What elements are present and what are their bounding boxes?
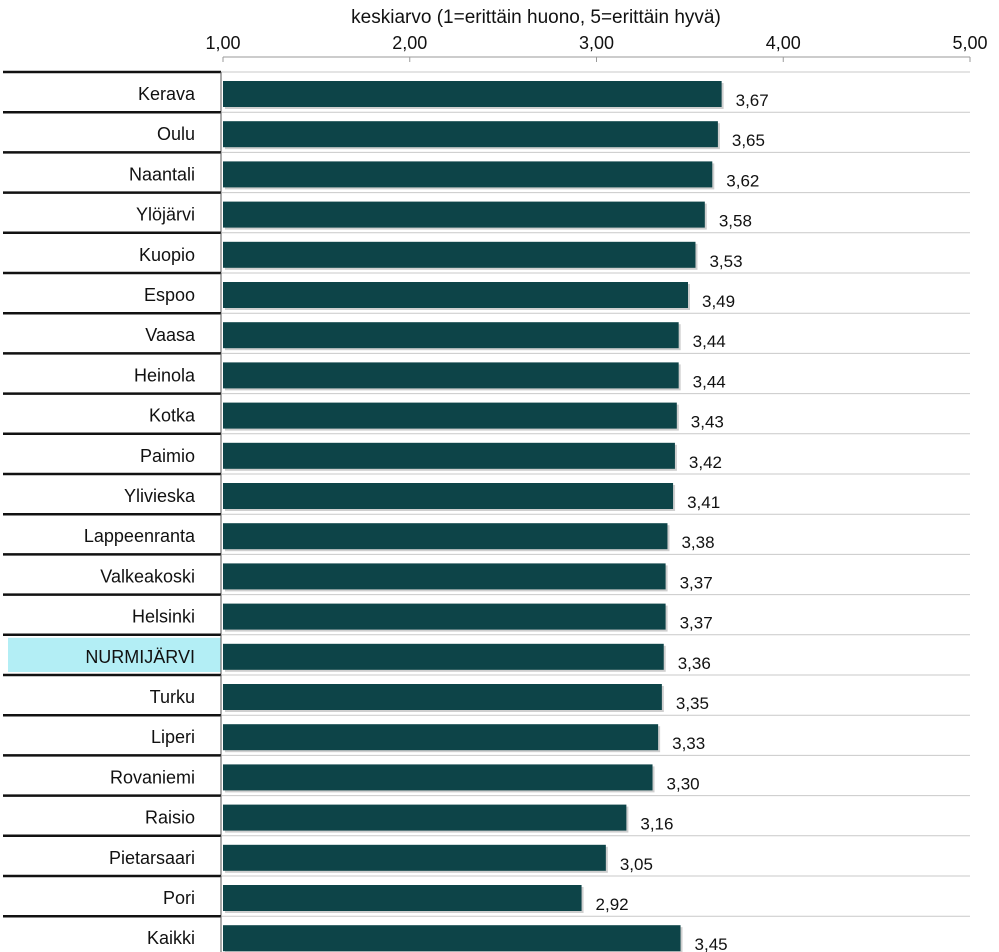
category-label: Kotka: [149, 406, 196, 426]
data-label: 3,38: [681, 533, 714, 552]
category-label: Vaasa: [145, 325, 196, 345]
bar: [223, 442, 675, 469]
bar: [223, 362, 679, 389]
category-label: Espoo: [144, 285, 195, 305]
bar: [223, 81, 722, 107]
data-label: 3,65: [732, 131, 765, 150]
data-label: 3,42: [689, 453, 722, 472]
data-label: 3,58: [719, 212, 752, 231]
bar: [223, 483, 674, 509]
bar: [223, 322, 679, 349]
bar: [223, 724, 659, 751]
category-label: Heinola: [134, 365, 196, 385]
data-label: 3,67: [736, 91, 769, 110]
category-label: Ylivieska: [124, 486, 196, 506]
category-label: NURMIJÄRVI: [85, 647, 195, 667]
bar: [223, 684, 662, 710]
bar: [223, 764, 653, 791]
bar: [223, 241, 696, 268]
data-label: 3,35: [676, 694, 709, 713]
data-label: 3,45: [695, 935, 728, 952]
category-label: Kerava: [138, 84, 196, 104]
bar: [223, 643, 664, 670]
data-label: 3,44: [693, 372, 726, 391]
category-label: Pori: [163, 888, 195, 908]
category-label: Paimio: [140, 446, 195, 466]
category-label: Kuopio: [139, 245, 195, 265]
bar: [223, 885, 582, 911]
x-axis-title: keskiarvo (1=erittäin huono, 5=erittäin …: [351, 7, 721, 28]
x-tick-label: 4,00: [766, 33, 801, 53]
x-tick-label: 1,00: [205, 33, 240, 53]
bar: [223, 804, 627, 831]
data-label: 3,49: [702, 292, 735, 311]
category-label: Liperi: [151, 727, 195, 747]
data-label: 3,44: [693, 332, 726, 351]
bar: [223, 563, 666, 590]
bar: [223, 201, 705, 228]
data-label: 3,33: [672, 734, 705, 753]
category-label: Helsinki: [132, 607, 195, 627]
bar: [223, 603, 666, 630]
bars: Kerava 3,67 Oulu 3,65 Naantali 3,62 Ylöjärvi 3,…: [3, 70, 970, 952]
bar: [223, 161, 713, 188]
category-label: Turku: [150, 687, 195, 707]
highlight-label-background: [8, 637, 221, 672]
x-tick-label: 2,00: [392, 33, 427, 53]
category-label: Kaikki: [147, 928, 195, 948]
bar: [223, 121, 718, 148]
data-label: 3,43: [691, 413, 724, 432]
category-label: Rovaniemi: [110, 767, 195, 787]
data-label: 3,53: [709, 252, 742, 271]
bar: [223, 523, 668, 550]
x-axis-ticks: 1,00 2,00 3,00 4,00 5,00: [205, 33, 988, 62]
category-label: Naantali: [129, 164, 195, 184]
category-label: Oulu: [157, 124, 195, 144]
bar: [223, 844, 606, 871]
data-label: 3,16: [640, 815, 673, 834]
bar: [223, 925, 681, 952]
x-tick-label: 5,00: [952, 33, 987, 53]
data-label: 3,37: [680, 573, 713, 592]
category-label: Lappeenranta: [84, 526, 196, 546]
data-label: 2,92: [596, 895, 629, 914]
data-label: 3,62: [726, 171, 759, 190]
category-label: Ylöjärvi: [136, 205, 195, 225]
category-label: Pietarsaari: [109, 848, 195, 868]
bar: [223, 282, 689, 308]
category-label: Raisio: [145, 808, 195, 828]
data-label: 3,30: [667, 774, 700, 793]
data-label: 3,05: [620, 855, 653, 874]
x-tick-label: 3,00: [579, 33, 614, 53]
bar: [223, 402, 677, 429]
data-label: 3,41: [687, 493, 720, 512]
category-label: Valkeakoski: [100, 566, 195, 586]
data-label: 3,37: [680, 614, 713, 633]
data-label: 3,36: [678, 654, 711, 673]
